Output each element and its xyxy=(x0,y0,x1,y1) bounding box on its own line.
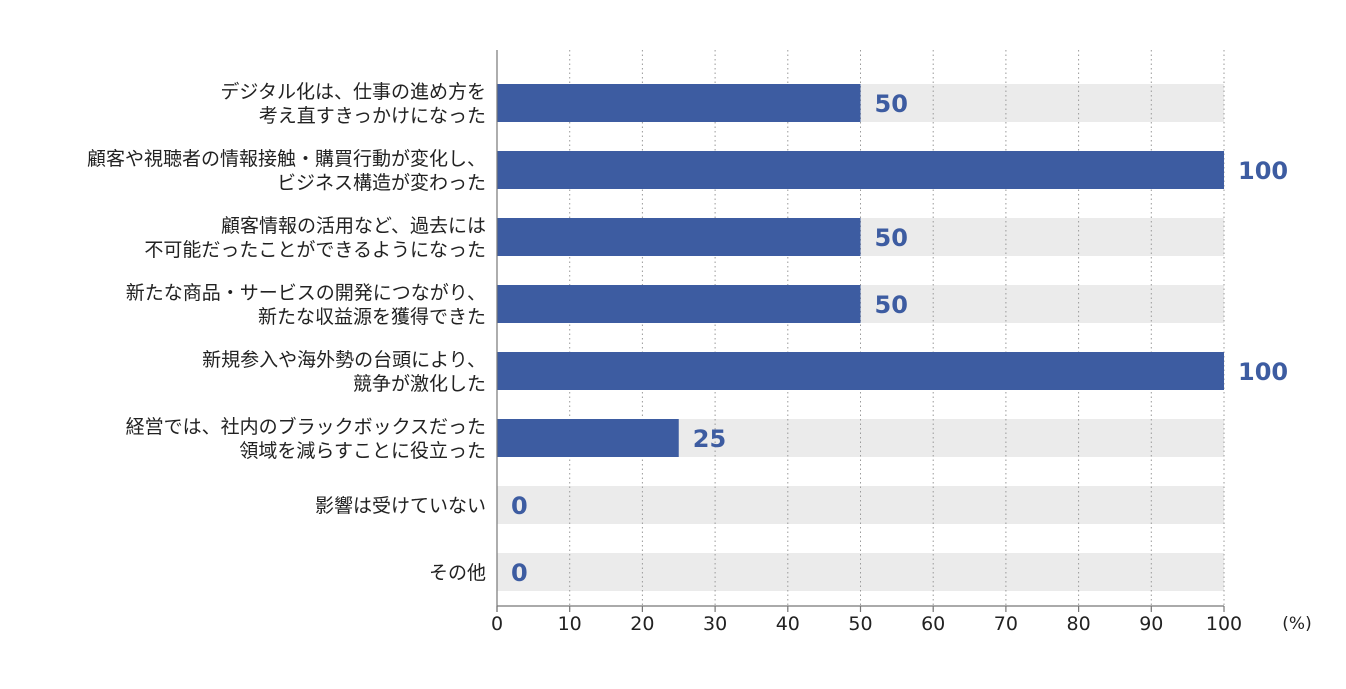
category-label: 影響は受けていない xyxy=(315,495,486,517)
value-label: 100 xyxy=(1238,358,1288,386)
value-label: 25 xyxy=(693,425,726,453)
category-label: 顧客や視聴者の情報接触・購買行動が変化し、 xyxy=(87,148,486,170)
axis xyxy=(496,50,1225,612)
category-label: 新規参入や海外勢の台頭により、 xyxy=(202,349,486,371)
x-tick-label: 0 xyxy=(491,613,503,635)
x-tick-label: 30 xyxy=(703,613,727,635)
x-tick-label: 20 xyxy=(630,613,654,635)
category-label: ビジネス構造が変わった xyxy=(277,172,486,194)
x-tick-label: 40 xyxy=(776,613,800,635)
x-tick-label: 60 xyxy=(921,613,945,635)
category-label: 新たな収益源を獲得できた xyxy=(258,306,486,328)
category-label: 競争が激化した xyxy=(353,373,486,395)
category-label: 領域を減らすことに役立った xyxy=(239,440,486,462)
category-label: 顧客情報の活用など、過去には xyxy=(221,215,486,237)
x-tick-labels: 0 10 20 30 40 50 60 70 80 90 100 xyxy=(491,613,1242,635)
x-unit-label: (%) xyxy=(1282,614,1311,634)
bar xyxy=(497,352,1224,390)
bar xyxy=(497,84,861,122)
x-tick-label: 70 xyxy=(994,613,1018,635)
value-label: 50 xyxy=(875,291,908,319)
x-tick-label: 80 xyxy=(1067,613,1091,635)
category-label: 不可能だったことができるようになった xyxy=(144,239,486,261)
category-label: 経営では、社内のブラックボックスだった xyxy=(126,415,486,438)
bar xyxy=(497,419,679,457)
category-label: 考え直すきっかけになった xyxy=(259,105,486,127)
value-label: 0 xyxy=(511,559,528,587)
x-tick-label: 10 xyxy=(558,613,582,635)
x-tick-label: 50 xyxy=(848,613,872,635)
value-label: 100 xyxy=(1238,157,1288,185)
value-label: 50 xyxy=(875,90,908,118)
value-label: 0 xyxy=(511,492,528,520)
x-tick-label: 90 xyxy=(1139,613,1163,635)
x-tick-label: 100 xyxy=(1206,613,1242,635)
bar xyxy=(497,218,861,256)
bars xyxy=(497,84,1224,457)
category-label: 新たな商品・サービスの開発につながり、 xyxy=(126,282,486,304)
category-labels: デジタル化は、仕事の進め方を考え直すきっかけになった顧客や視聴者の情報接触・購買… xyxy=(87,81,486,584)
value-label: 50 xyxy=(875,224,908,252)
category-label: デジタル化は、仕事の進め方を xyxy=(220,81,486,103)
gridlines xyxy=(569,50,1225,612)
value-labels: 50 100 50 50 100 25 0 0 xyxy=(511,90,1288,587)
bar xyxy=(497,151,1224,189)
bar xyxy=(497,285,861,323)
category-label: その他 xyxy=(429,562,486,584)
